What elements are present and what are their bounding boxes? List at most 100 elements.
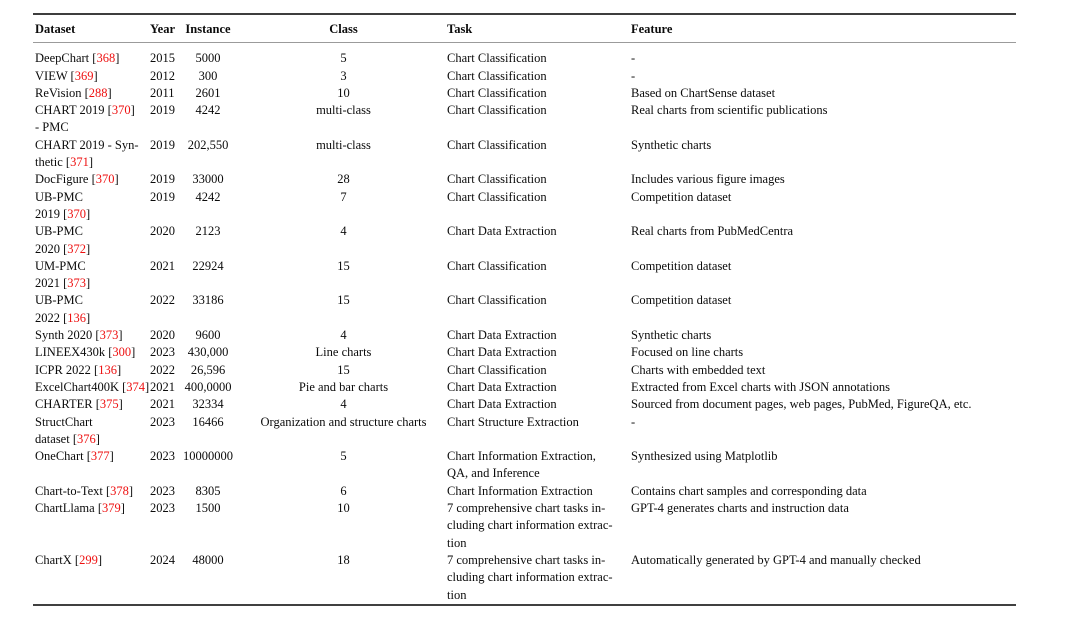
- cell-dataset: OneChart [377]: [35, 449, 114, 464]
- table-row: OneChart [377] 2023 10000000 5 Chart Informa…: [33, 448, 1016, 483]
- cell-feature: Extracted from Excel charts with JSON an…: [631, 379, 890, 394]
- cell-class: 15: [337, 258, 350, 273]
- cell-class: Organization and structure charts: [260, 414, 427, 429]
- citation-link[interactable]: 368: [96, 51, 116, 66]
- cell-feature: Sourced from document pages, web pages, …: [631, 397, 972, 412]
- table-row: DeepChart [368] 2015 5000 5 Chart Classifica…: [33, 43, 1016, 68]
- cell-feature: Competition dataset: [631, 258, 732, 273]
- cell-instance: 4242: [195, 189, 221, 204]
- cell-dataset: ChartX [299]: [35, 552, 103, 567]
- citation-link[interactable]: 136: [98, 362, 117, 377]
- cell-task: Chart Data Extraction: [447, 328, 557, 343]
- citation-link[interactable]: 376: [77, 431, 96, 446]
- cell-class: 15: [337, 362, 350, 377]
- cell-instance: 2123: [195, 224, 221, 239]
- cell-instance: 33000: [192, 172, 224, 187]
- citation-link[interactable]: 379: [102, 501, 121, 516]
- cell-year: 2023: [150, 449, 175, 464]
- cell-instance: 22924: [192, 258, 224, 273]
- cell-dataset: VIEW [369]: [35, 68, 98, 83]
- table-row: UB-PMC 2020 [372] 2020 2123 4 Chart Data Extr…: [33, 223, 1016, 258]
- citation-link[interactable]: 373: [67, 276, 87, 291]
- cell-class: 18: [337, 552, 350, 567]
- cell-task: Chart Structure Extraction: [447, 414, 579, 429]
- cell-dataset: CHART 2019 [370] - PMC: [35, 103, 135, 135]
- column-header-class: Class: [329, 22, 358, 36]
- cell-year: 2021: [150, 258, 175, 273]
- cell-year: 2019: [150, 172, 175, 187]
- cell-dataset: CHARTER [375]: [35, 397, 123, 412]
- cell-class: multi-class: [316, 137, 371, 152]
- cell-instance: 10000000: [183, 449, 233, 464]
- table-row: UM-PMC 2021 [373] 2021 22924 15 Chart Classif…: [33, 258, 1016, 293]
- cell-dataset: LINEEX430k [300]: [35, 345, 136, 360]
- citation-link[interactable]: 377: [90, 449, 110, 464]
- cell-task: Chart Classification: [447, 172, 547, 187]
- table-row: UB-PMC 2019 [370] 2019 4242 7 Chart Classific…: [33, 189, 1016, 224]
- cell-feature: Contains chart samples and corresponding…: [631, 483, 867, 498]
- cell-dataset: CHART 2019 - Syn-thetic [371]: [35, 137, 139, 170]
- cell-year: 2024: [150, 552, 175, 567]
- cell-year: 2019: [150, 137, 175, 152]
- cell-instance: 300: [198, 68, 218, 83]
- cell-dataset: ExcelChart400K [374]: [35, 379, 150, 394]
- cell-year: 2023: [150, 345, 175, 360]
- cell-class: 10: [337, 501, 350, 516]
- cell-year: 2019: [150, 189, 175, 204]
- citation-link[interactable]: 369: [74, 68, 94, 83]
- citation-link[interactable]: 370: [111, 103, 131, 118]
- cell-feature: Automatically generated by GPT-4 and man…: [631, 552, 921, 567]
- table-row: ICPR 2022 [136] 2022 26,596 15 Chart Classif…: [33, 362, 1016, 379]
- citation-link[interactable]: 373: [99, 328, 119, 343]
- cell-feature: -: [631, 414, 636, 429]
- citation-link[interactable]: 370: [67, 206, 87, 221]
- table-row: StructChart dataset [376] 2023 16466 Organiz…: [33, 414, 1016, 449]
- cell-instance: 400,0000: [184, 379, 232, 394]
- cell-instance: 202,550: [187, 137, 229, 152]
- cell-feature: Competition dataset: [631, 293, 732, 308]
- cell-dataset: ICPR 2022 [136]: [35, 362, 122, 377]
- cell-year: 2019: [150, 103, 175, 118]
- cell-dataset: StructChart dataset [376]: [35, 414, 100, 446]
- table-body: DeepChart [368] 2015 5000 5 Chart Classifica…: [33, 43, 1016, 605]
- cell-feature: Real charts from scientific publications: [631, 103, 828, 118]
- cell-instance: 8305: [195, 483, 221, 498]
- citation-link[interactable]: 371: [70, 155, 89, 170]
- cell-task: Chart Classification: [447, 103, 547, 118]
- citation-link[interactable]: 378: [110, 483, 129, 498]
- cell-class: 15: [337, 293, 350, 308]
- cell-task: Chart Data Extraction: [447, 379, 557, 394]
- citation-link[interactable]: 299: [79, 552, 98, 567]
- citation-link[interactable]: 288: [88, 85, 108, 100]
- cell-year: 2020: [150, 328, 175, 343]
- citation-link[interactable]: 370: [95, 172, 115, 187]
- cell-feature: Synthetic charts: [631, 137, 712, 152]
- table-row: CHART 2019 - Syn-thetic [371] 2019 202,550…: [33, 137, 1016, 172]
- cell-task: Chart Classification: [447, 137, 547, 152]
- cell-year: 2023: [150, 483, 175, 498]
- column-header-task: Task: [447, 22, 473, 36]
- cell-dataset: DeepChart [368]: [35, 51, 120, 66]
- cell-class: 4: [340, 397, 347, 412]
- cell-dataset: UM-PMC 2021 [373]: [35, 258, 91, 291]
- cell-year: 2023: [150, 501, 175, 516]
- cell-class: 4: [340, 224, 347, 239]
- cell-instance: 430,000: [187, 345, 229, 360]
- citation-link[interactable]: 374: [126, 379, 146, 394]
- cell-year: 2015: [150, 51, 175, 66]
- citation-link[interactable]: 300: [112, 345, 132, 360]
- table-row: ExcelChart400K [374] 2021 400,0000 Pie and …: [33, 379, 1016, 396]
- cell-class: multi-class: [316, 103, 371, 118]
- cell-class: 10: [337, 85, 350, 100]
- citation-link[interactable]: 372: [67, 241, 87, 256]
- cell-task: Chart Classification: [447, 293, 547, 308]
- cell-dataset: ReVision [288]: [35, 85, 112, 100]
- cell-instance: 4242: [195, 103, 221, 118]
- citation-link[interactable]: 375: [99, 397, 119, 412]
- table-row: Synth 2020 [373] 2020 9600 4 Chart Data Extr…: [33, 327, 1016, 344]
- cell-task: Chart Classification: [447, 362, 547, 377]
- cell-feature: Competition dataset: [631, 189, 732, 204]
- cell-task: Chart Classification: [447, 51, 547, 66]
- citation-link[interactable]: 136: [67, 310, 87, 325]
- cell-task: Chart Data Extraction: [447, 397, 557, 412]
